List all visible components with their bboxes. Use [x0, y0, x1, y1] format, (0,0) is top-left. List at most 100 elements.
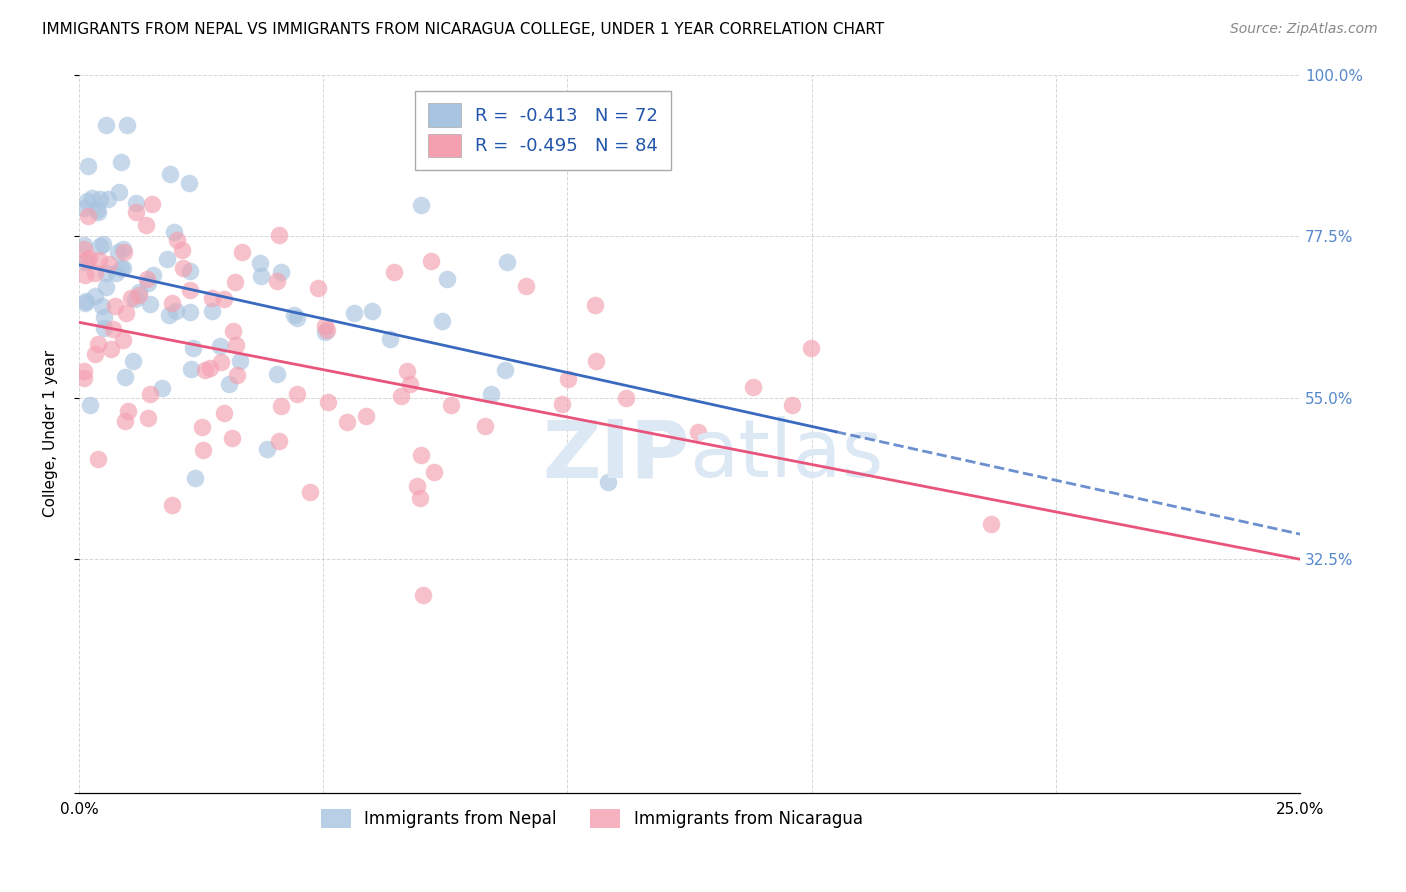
Point [285, 387, 308, 401]
Point [354, 409, 377, 424]
Point [80, 191, 103, 205]
Point [110, 260, 132, 275]
Point [104, 299, 127, 313]
Point [77, 159, 100, 173]
Point [200, 304, 222, 318]
Point [142, 268, 165, 282]
Point [77, 251, 100, 265]
Point [250, 268, 273, 283]
Point [125, 196, 148, 211]
Point [742, 380, 765, 394]
Point [343, 306, 366, 320]
Point [90, 299, 112, 313]
Point [583, 298, 606, 312]
Point [87, 337, 110, 351]
Point [93, 321, 115, 335]
Point [267, 228, 290, 243]
Point [409, 491, 432, 506]
Point [121, 353, 143, 368]
Point [100, 342, 122, 356]
Point [166, 233, 188, 247]
Point [107, 244, 129, 259]
Text: atlas: atlas [689, 417, 884, 494]
Point [474, 418, 496, 433]
Point [208, 339, 231, 353]
Point [299, 484, 322, 499]
Point [87, 253, 110, 268]
Point [112, 260, 135, 275]
Point [73, 371, 96, 385]
Point [97, 192, 120, 206]
Point [266, 274, 288, 288]
Point [361, 303, 384, 318]
Point [194, 363, 217, 377]
Point [557, 372, 579, 386]
Point [436, 272, 458, 286]
Point [73, 237, 96, 252]
Point [73, 296, 96, 310]
Point [112, 245, 135, 260]
Point [117, 404, 139, 418]
Point [125, 204, 148, 219]
Point [198, 360, 221, 375]
Point [83, 289, 105, 303]
Point [98, 257, 121, 271]
Point [73, 243, 96, 257]
Point [440, 398, 463, 412]
Point [224, 275, 246, 289]
Point [159, 168, 181, 182]
Point [191, 443, 214, 458]
Point [89, 192, 111, 206]
Point [135, 272, 157, 286]
Point [225, 368, 247, 382]
Point [231, 245, 253, 260]
Point [165, 303, 187, 318]
Point [124, 292, 146, 306]
Point [780, 398, 803, 412]
Point [170, 244, 193, 258]
Point [229, 353, 252, 368]
Point [382, 265, 405, 279]
Point [316, 395, 339, 409]
Point [218, 376, 240, 391]
Point [411, 448, 433, 462]
Text: ZIP: ZIP [543, 417, 689, 494]
Point [980, 516, 1002, 531]
Point [73, 201, 96, 215]
Point [398, 376, 420, 391]
Point [179, 283, 201, 297]
Point [419, 253, 441, 268]
Point [314, 319, 336, 334]
Point [73, 364, 96, 378]
Point [177, 176, 200, 190]
Point [139, 297, 162, 311]
Point [83, 347, 105, 361]
Point [110, 154, 132, 169]
Point [688, 425, 710, 439]
Point [269, 434, 291, 449]
Point [494, 363, 516, 377]
Point [128, 288, 150, 302]
Point [222, 324, 245, 338]
Point [128, 285, 150, 299]
Point [212, 292, 235, 306]
Point [76, 252, 98, 266]
Point [495, 254, 517, 268]
Point [94, 266, 117, 280]
Point [225, 338, 247, 352]
Point [89, 238, 111, 252]
Point [79, 398, 101, 412]
Point [614, 391, 637, 405]
Point [430, 314, 453, 328]
Point [114, 306, 136, 320]
Point [75, 293, 97, 308]
Point [114, 414, 136, 428]
Point [270, 400, 292, 414]
Point [285, 311, 308, 326]
Point [172, 261, 194, 276]
Point [283, 308, 305, 322]
Point [94, 118, 117, 132]
Point [73, 254, 96, 268]
Point [160, 295, 183, 310]
Point [93, 310, 115, 324]
